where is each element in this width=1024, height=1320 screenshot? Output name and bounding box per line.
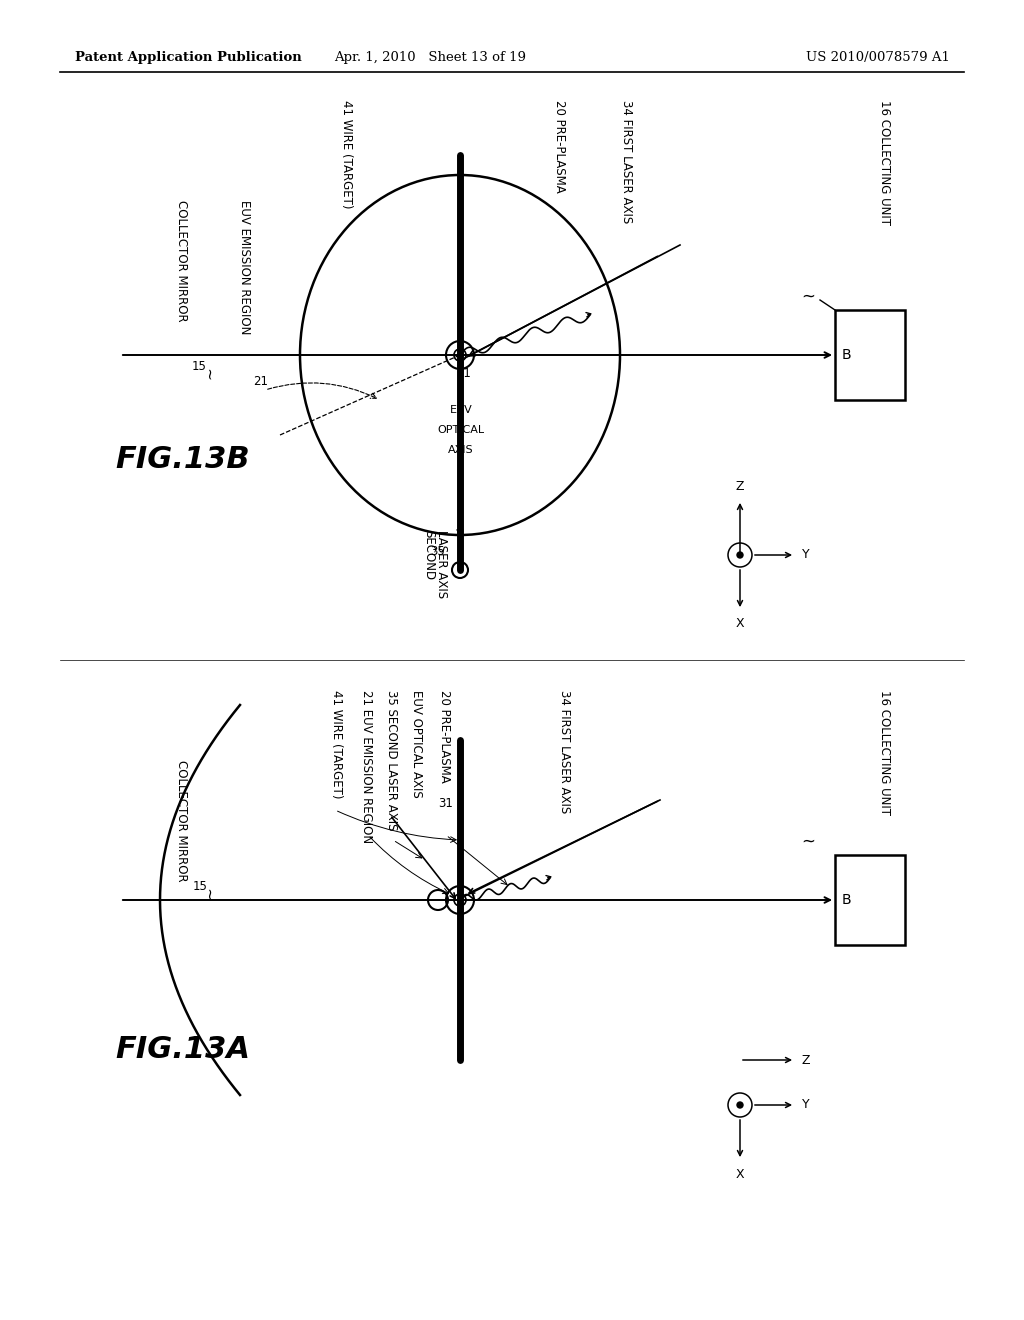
Text: 16 COLLECTING UNIT: 16 COLLECTING UNIT bbox=[878, 690, 891, 814]
Text: 35 SECOND LASER AXIS: 35 SECOND LASER AXIS bbox=[385, 690, 398, 830]
Circle shape bbox=[458, 352, 463, 358]
Text: ~: ~ bbox=[202, 887, 217, 899]
Text: 16 COLLECTING UNIT: 16 COLLECTING UNIT bbox=[878, 100, 891, 224]
Text: 34 FIRST LASER AXIS: 34 FIRST LASER AXIS bbox=[558, 690, 571, 813]
Text: Patent Application Publication: Patent Application Publication bbox=[75, 51, 302, 65]
Text: Z: Z bbox=[736, 480, 744, 492]
Text: 31: 31 bbox=[438, 797, 453, 810]
Text: ~: ~ bbox=[801, 833, 815, 851]
Text: ~: ~ bbox=[801, 288, 815, 306]
Bar bbox=[835, 310, 905, 400]
Text: COLLECTOR MIRROR: COLLECTOR MIRROR bbox=[175, 760, 188, 882]
Circle shape bbox=[737, 1102, 743, 1107]
Bar bbox=[835, 855, 905, 945]
Text: B: B bbox=[842, 894, 852, 907]
Text: EUV OPTICAL AXIS: EUV OPTICAL AXIS bbox=[410, 690, 423, 797]
Text: FIG.13A: FIG.13A bbox=[115, 1035, 250, 1064]
Text: X: X bbox=[735, 616, 744, 630]
Text: 31: 31 bbox=[456, 367, 471, 380]
Text: 20 PRE-PLASMA: 20 PRE-PLASMA bbox=[553, 100, 566, 193]
Text: EUV EMISSION REGION: EUV EMISSION REGION bbox=[238, 201, 251, 334]
Text: 15: 15 bbox=[193, 880, 208, 894]
Text: 41 WIRE (TARGET): 41 WIRE (TARGET) bbox=[330, 690, 343, 799]
Text: OPTICAL: OPTICAL bbox=[437, 425, 484, 436]
Text: Y: Y bbox=[802, 1098, 810, 1111]
Text: 20 PRE-PLASMA: 20 PRE-PLASMA bbox=[438, 690, 451, 783]
Text: Z: Z bbox=[802, 1053, 811, 1067]
Text: 21 EUV EMISSION REGION: 21 EUV EMISSION REGION bbox=[360, 690, 373, 843]
Text: EUV: EUV bbox=[450, 405, 472, 414]
Text: B: B bbox=[842, 348, 852, 362]
Text: FIG.13B: FIG.13B bbox=[115, 446, 250, 474]
Text: 41 WIRE (TARGET): 41 WIRE (TARGET) bbox=[340, 100, 353, 209]
Text: Y: Y bbox=[802, 549, 810, 561]
Text: 15: 15 bbox=[193, 360, 207, 374]
Text: LASER AXIS: LASER AXIS bbox=[435, 531, 449, 598]
Text: AXIS: AXIS bbox=[449, 445, 474, 455]
Text: ~: ~ bbox=[202, 367, 217, 379]
Text: Apr. 1, 2010   Sheet 13 of 19: Apr. 1, 2010 Sheet 13 of 19 bbox=[334, 51, 526, 65]
Text: X: X bbox=[735, 1168, 744, 1181]
Text: SECOND: SECOND bbox=[422, 531, 435, 579]
Text: 21: 21 bbox=[253, 375, 268, 388]
Circle shape bbox=[458, 898, 463, 903]
Text: US 2010/0078579 A1: US 2010/0078579 A1 bbox=[806, 51, 950, 65]
Text: 35: 35 bbox=[430, 545, 444, 558]
Text: 34 FIRST LASER AXIS: 34 FIRST LASER AXIS bbox=[620, 100, 633, 223]
Text: COLLECTOR MIRROR: COLLECTOR MIRROR bbox=[175, 201, 188, 322]
Circle shape bbox=[737, 552, 743, 558]
